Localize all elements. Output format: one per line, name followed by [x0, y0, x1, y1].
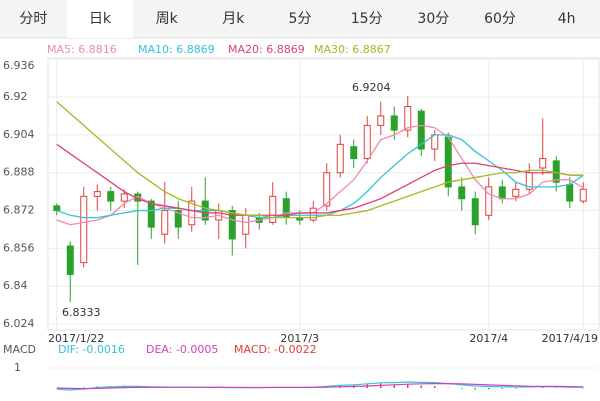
ma-line [56, 101, 584, 219]
y-tick-label: 6.024 [3, 317, 35, 330]
y-tick-label: 6.84 [3, 279, 28, 292]
candle-body [458, 186, 466, 200]
candle-body [363, 124, 371, 160]
candle-body [242, 214, 250, 235]
candle-body [444, 136, 452, 188]
tab[interactable]: 月k [222, 11, 245, 27]
legend-entry: MA10: 6.8869 [138, 43, 215, 56]
candle-body [350, 146, 358, 160]
candle-body [93, 191, 101, 197]
candle-body [471, 198, 479, 226]
candle-body [120, 193, 128, 202]
candle-body [269, 195, 277, 223]
candle-body [66, 245, 74, 275]
max-annotation: 6.9204 [352, 81, 391, 94]
candle-body [228, 210, 236, 240]
y-tick-label: 6.872 [3, 204, 35, 217]
candle-body [53, 205, 61, 212]
macd-line [56, 383, 584, 390]
y-tick-label: 6.856 [3, 241, 35, 254]
legend-entry: MA20: 6.8869 [228, 43, 305, 56]
macd-tick-label: 1 [14, 361, 21, 374]
candle-body [498, 186, 506, 200]
tab[interactable]: 日k [89, 11, 112, 27]
candle-body [566, 184, 574, 202]
candle-body [579, 188, 587, 202]
tab[interactable]: 分时 [19, 11, 47, 27]
tab-active-bg [66, 0, 134, 38]
tab[interactable]: 5分 [289, 11, 312, 27]
macd-title: MACD [3, 343, 36, 356]
candle-body [107, 191, 115, 202]
candle-body [539, 158, 547, 169]
tab[interactable]: 周k [156, 11, 179, 27]
candle-body [417, 110, 425, 150]
candle-body [404, 105, 412, 131]
y-tick-label: 6.92 [3, 90, 28, 103]
candle-body [80, 195, 88, 264]
macd-legend: MACD: -0.0022 [234, 343, 317, 356]
x-tick-label: 2017/1/22 [48, 332, 104, 345]
macd-legend: DEA: -0.0005 [146, 343, 218, 356]
candle-body [174, 210, 182, 228]
candle-body [336, 143, 344, 174]
candle-body [188, 200, 196, 226]
candle-body [309, 207, 317, 221]
candle-body [377, 115, 385, 126]
ma-line [56, 134, 584, 219]
candle-body [552, 160, 560, 183]
ma-line [56, 143, 584, 216]
candle-body [161, 210, 169, 235]
plot-frame [47, 57, 600, 331]
x-tick-label: 2017/4 [469, 332, 508, 345]
ma-line [56, 124, 584, 226]
candle-body [512, 188, 520, 197]
y-tick-label: 6.888 [3, 166, 35, 179]
tab[interactable]: 15分 [351, 11, 383, 27]
legend-entry: MA5: 6.8816 [47, 43, 117, 56]
macd-legend: DIF: -0.0016 [58, 343, 125, 356]
min-annotation: 6.8333 [62, 306, 101, 319]
candle-body [147, 200, 155, 228]
tab[interactable]: 60分 [484, 11, 516, 27]
y-tick-label: 6.904 [3, 128, 35, 141]
legend-entry: MA30: 6.8867 [314, 43, 391, 56]
candle-body [323, 172, 331, 207]
candle-body [485, 186, 493, 216]
candle-body [390, 115, 398, 131]
tab[interactable]: 30分 [417, 11, 449, 27]
tab[interactable]: 4h [558, 11, 576, 27]
y-tick-label: 6.936 [3, 59, 35, 72]
x-tick-label: 2017/3 [280, 332, 319, 345]
x-tick-label: 2017/4/19 [542, 332, 598, 345]
